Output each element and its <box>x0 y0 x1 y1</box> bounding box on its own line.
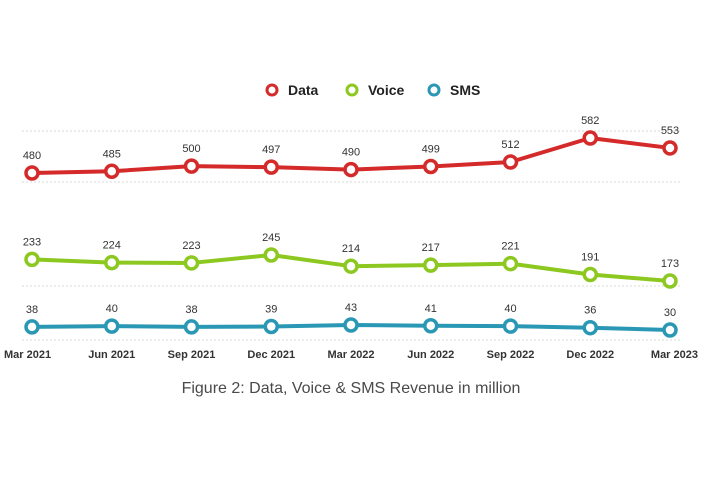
data-label: 499 <box>422 143 440 155</box>
data-label: 214 <box>342 243 360 255</box>
data-point <box>183 158 200 174</box>
data-point <box>24 165 40 181</box>
legend-label: Voice <box>368 82 405 98</box>
data-label: 221 <box>501 241 519 253</box>
data-point <box>502 154 519 170</box>
data-point <box>662 140 678 156</box>
data-label: 41 <box>425 303 437 315</box>
legend-marker <box>265 83 279 97</box>
x-tick-label: Mar 2021 <box>4 349 51 361</box>
legend-label: SMS <box>450 82 480 98</box>
legend-item-voice: Voice <box>345 82 405 98</box>
data-point <box>343 258 359 274</box>
data-point <box>183 319 200 335</box>
data-label: 38 <box>26 304 38 316</box>
data-label: 480 <box>23 150 41 162</box>
x-tick-label: Sep 2021 <box>168 349 216 361</box>
data-label: 490 <box>342 147 360 159</box>
data-point <box>263 159 279 175</box>
data-point <box>24 319 40 335</box>
data-point <box>263 318 279 335</box>
data-label: 36 <box>584 305 596 317</box>
data-label: 245 <box>262 232 280 244</box>
data-label: 43 <box>345 302 357 314</box>
series-sms: 38 40 38 39 43 41 40 36 30 <box>24 302 678 338</box>
x-tick-label: Mar 2023 <box>651 349 698 361</box>
data-label: 497 <box>262 144 280 156</box>
data-point <box>662 273 678 289</box>
data-point <box>582 319 598 336</box>
legend: Data Voice SMS <box>265 82 480 98</box>
legend-item-sms: SMS <box>427 82 480 98</box>
data-label: 233 <box>23 236 41 248</box>
data-label: 224 <box>103 240 121 252</box>
data-point <box>104 318 120 334</box>
data-point <box>502 255 519 272</box>
data-label: 217 <box>422 242 440 254</box>
data-label: 38 <box>185 304 197 316</box>
x-tick-label: Sep 2022 <box>487 349 535 361</box>
legend-marker <box>427 83 441 97</box>
x-tick-label: Jun 2022 <box>407 349 454 361</box>
data-point <box>104 163 120 180</box>
x-tick-label: Dec 2021 <box>247 349 295 361</box>
data-point <box>502 318 519 334</box>
data-point <box>582 130 598 146</box>
data-label: 40 <box>504 303 516 315</box>
x-axis: Mar 2021 Jun 2021 Sep 2021 Dec 2021 Mar 2022… <box>4 349 698 361</box>
data-label: 512 <box>501 139 519 151</box>
x-tick-label: Mar 2022 <box>327 349 374 361</box>
data-label: 582 <box>581 115 599 127</box>
data-point <box>343 317 359 333</box>
x-tick-label: Jun 2021 <box>88 349 135 361</box>
x-tick-label: Dec 2022 <box>566 349 614 361</box>
legend-item-data: Data <box>265 82 319 98</box>
chart-title: Figure 2: Data, Voice & SMS Revenue in m… <box>181 380 521 397</box>
data-label: 223 <box>182 240 200 252</box>
data-label: 553 <box>661 125 679 137</box>
data-point <box>263 247 279 263</box>
data-point <box>24 251 40 268</box>
data-label: 39 <box>265 304 277 316</box>
data-label: 191 <box>581 252 599 264</box>
data-point <box>582 266 598 283</box>
data-point <box>343 161 359 178</box>
data-point <box>423 158 439 175</box>
data-point <box>662 322 678 338</box>
data-label: 30 <box>664 307 676 319</box>
series-data: 480 485 500 497 490 499 512 582 553 <box>23 115 679 181</box>
series-voice: 233 224 223 245 214 217 221 191 173 <box>23 232 679 289</box>
gridlines <box>22 130 682 341</box>
legend-marker <box>345 83 359 97</box>
data-point <box>423 318 439 334</box>
data-label: 500 <box>182 143 200 155</box>
data-label: 173 <box>661 258 679 270</box>
legend-label: Data <box>288 82 319 98</box>
data-point <box>104 254 120 271</box>
data-label: 485 <box>103 148 121 160</box>
data-label: 40 <box>106 303 118 315</box>
data-point <box>423 257 439 273</box>
data-point <box>183 255 200 271</box>
